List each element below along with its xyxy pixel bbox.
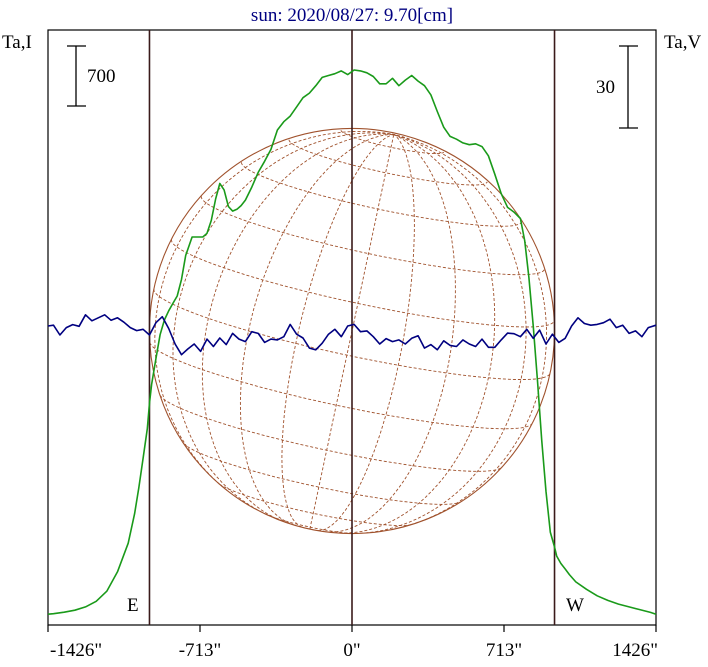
longitude-line (339, 133, 496, 534)
x-axis-ticks: -1426" -713" 0" 713" 1426" (47, 625, 658, 661)
polarization-curve (47, 314, 657, 356)
x-tick-label: -1426" (50, 640, 102, 661)
longitude-line (393, 133, 548, 528)
right-scale-bar (619, 45, 638, 129)
right-scale-bar-label: 30 (596, 77, 615, 98)
x-tick-label: 713" (486, 640, 522, 661)
limb-lines (148, 30, 556, 625)
longitude-line (281, 133, 394, 528)
longitude-line (309, 134, 395, 530)
west-marker: W (566, 595, 584, 616)
x-tick-label: 0" (343, 640, 360, 661)
left-axis-label: Ta,I (2, 32, 32, 53)
intensity-curve (47, 69, 657, 615)
sun-disk-grid (148, 127, 556, 535)
longitude-line (325, 133, 456, 533)
left-scale-bar-label: 700 (87, 66, 116, 87)
longitude-line (201, 133, 394, 522)
latitude-line (149, 342, 533, 430)
longitude-line (154, 130, 394, 491)
longitude-line (239, 133, 394, 526)
longitude-line (172, 132, 394, 516)
latitude-line (171, 239, 555, 328)
x-tick-label: -713" (179, 640, 222, 661)
latitude-line (183, 442, 461, 505)
x-tick-label: 1426" (612, 640, 658, 661)
chart-title: sun: 2020/08/27: 9.70[cm] (251, 5, 453, 26)
latitude-line (219, 483, 411, 526)
right-axis-label: Ta,V (664, 32, 701, 53)
series (47, 69, 657, 615)
left-scale-bar (67, 45, 86, 107)
east-marker: E (127, 595, 139, 616)
latitude-line (200, 196, 545, 276)
longitude-line (317, 134, 415, 532)
longitude-line (355, 133, 527, 534)
